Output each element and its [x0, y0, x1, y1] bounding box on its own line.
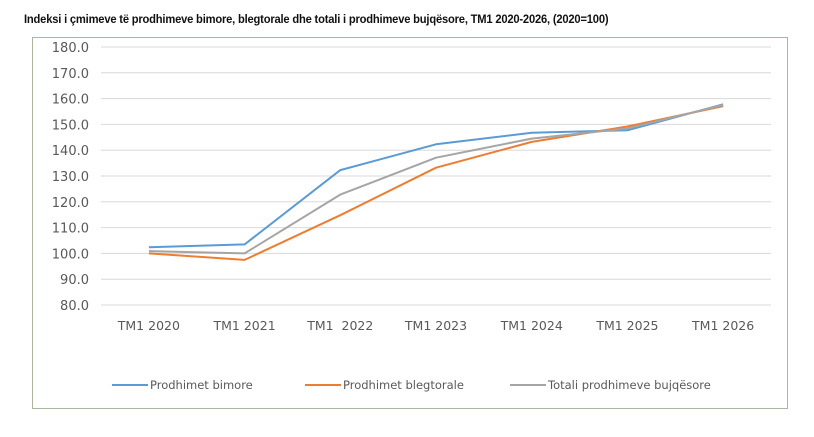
chart-title: Indeksi i çmimeve të prodhimeve bimore, …	[24, 12, 609, 26]
y-tick-label: 90.0	[60, 273, 89, 288]
y-tick-label: 150.0	[52, 118, 89, 133]
series-line-1	[148, 103, 724, 249]
gridlines	[101, 46, 771, 306]
x-tick-label: TM1 2024	[500, 318, 563, 333]
x-tick-label: TM1 2023	[404, 318, 467, 333]
y-tick-label: 160.0	[52, 93, 89, 108]
series-lines	[148, 103, 724, 261]
x-axis-ticks: TM1 2020 TM1 2021 TM1 2022 TM1 2023 TM1 2024…	[117, 318, 754, 333]
y-tick-label: 140.0	[52, 144, 89, 159]
legend: Prodhimet bimore Prodhimet blegtorale Tota…	[112, 378, 711, 392]
x-tick-label: TM1 2020	[117, 318, 180, 333]
series-line-2	[148, 105, 724, 261]
legend-label: Prodhimet blegtorale	[343, 378, 464, 392]
y-tick-label: 80.0	[60, 299, 89, 314]
x-tick-label: TM1 2022	[306, 318, 373, 333]
y-tick-label: 100.0	[52, 247, 89, 262]
y-tick-label: 170.0	[52, 67, 89, 82]
y-axis-ticks: 180.0 170.0 160.0 150.0 140.0 130.0 120.0 110.0…	[52, 41, 89, 314]
series-line-3	[148, 104, 724, 255]
x-tick-label: TM1 2026	[691, 318, 754, 333]
y-tick-label: 110.0	[52, 222, 89, 237]
legend-label: Totali prodhimeve bujqësore	[547, 378, 711, 392]
y-tick-label: 120.0	[52, 196, 89, 211]
x-tick-label: TM1 2025	[595, 318, 658, 333]
y-tick-label: 130.0	[52, 170, 89, 185]
y-tick-label: 180.0	[52, 41, 89, 56]
legend-label: Prodhimet bimore	[150, 378, 253, 392]
x-tick-label: TM1 2021	[212, 318, 275, 333]
